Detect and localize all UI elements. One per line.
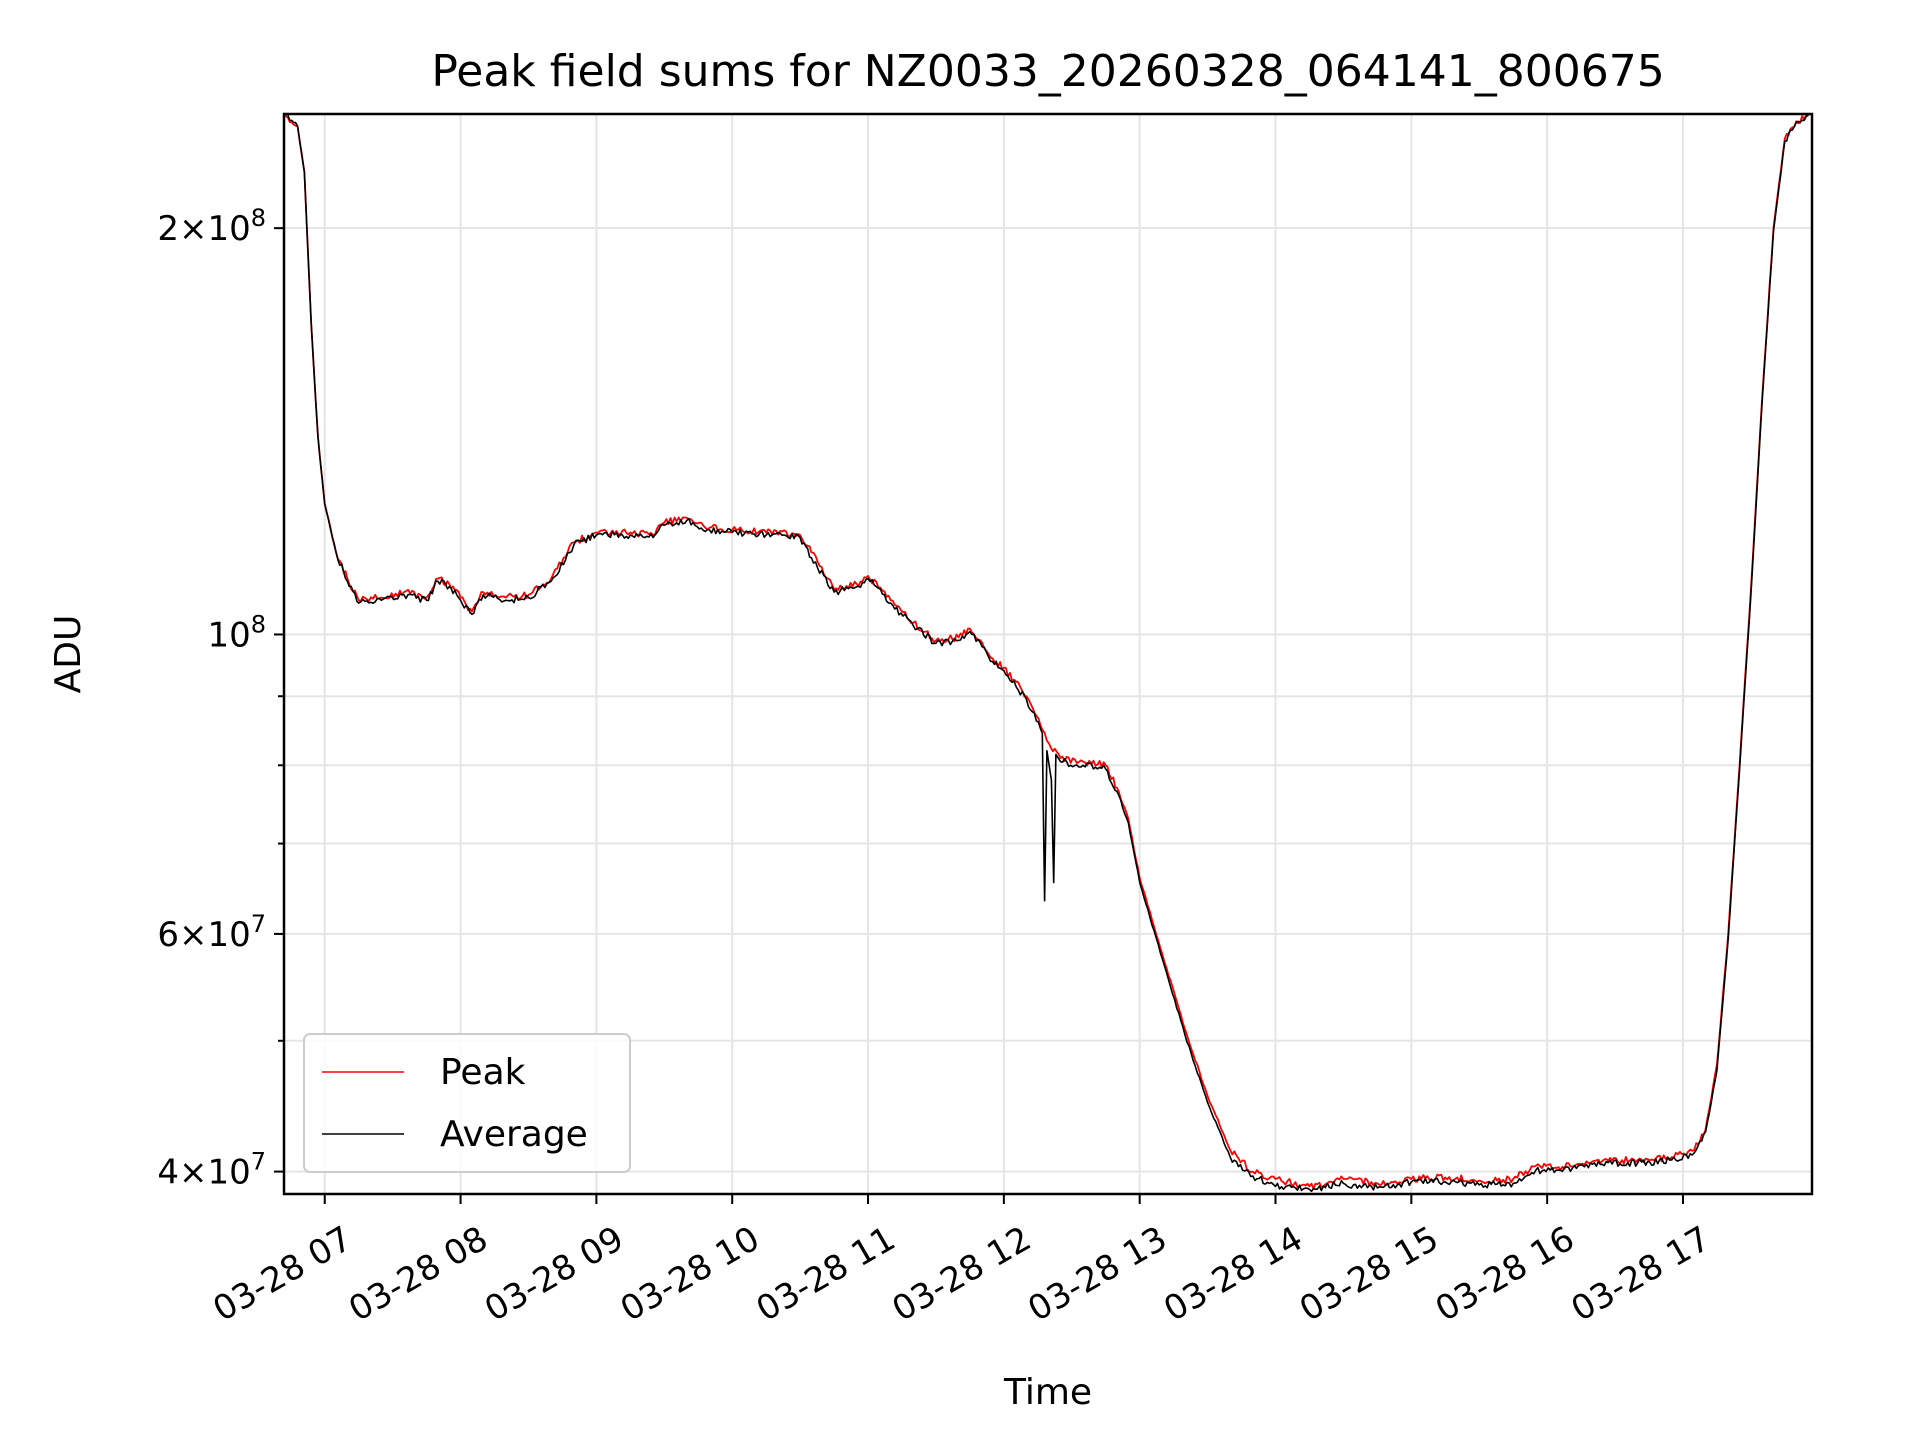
legend-peak-label: Peak (440, 1052, 526, 1093)
y-tick-label: 108 (207, 610, 266, 655)
y-tick-label: 6×107 (157, 910, 266, 955)
legend-box (303, 1033, 631, 1173)
grid (284, 114, 1812, 1194)
axes-frame (282, 112, 1814, 1196)
x-axis-label: Time (1003, 1372, 1092, 1413)
legend: Peak Average (303, 1033, 631, 1173)
chart-title: Peak field sums for NZ0033_20260328_0641… (431, 46, 1664, 97)
y-tick-label: 2×108 (157, 204, 266, 249)
y-tick-label: 4×107 (157, 1148, 266, 1193)
plot-area (284, 114, 1812, 1193)
legend-average-label: Average (440, 1114, 588, 1155)
average-series-line (284, 114, 1812, 1193)
y-axis-label: ADU (48, 615, 89, 694)
